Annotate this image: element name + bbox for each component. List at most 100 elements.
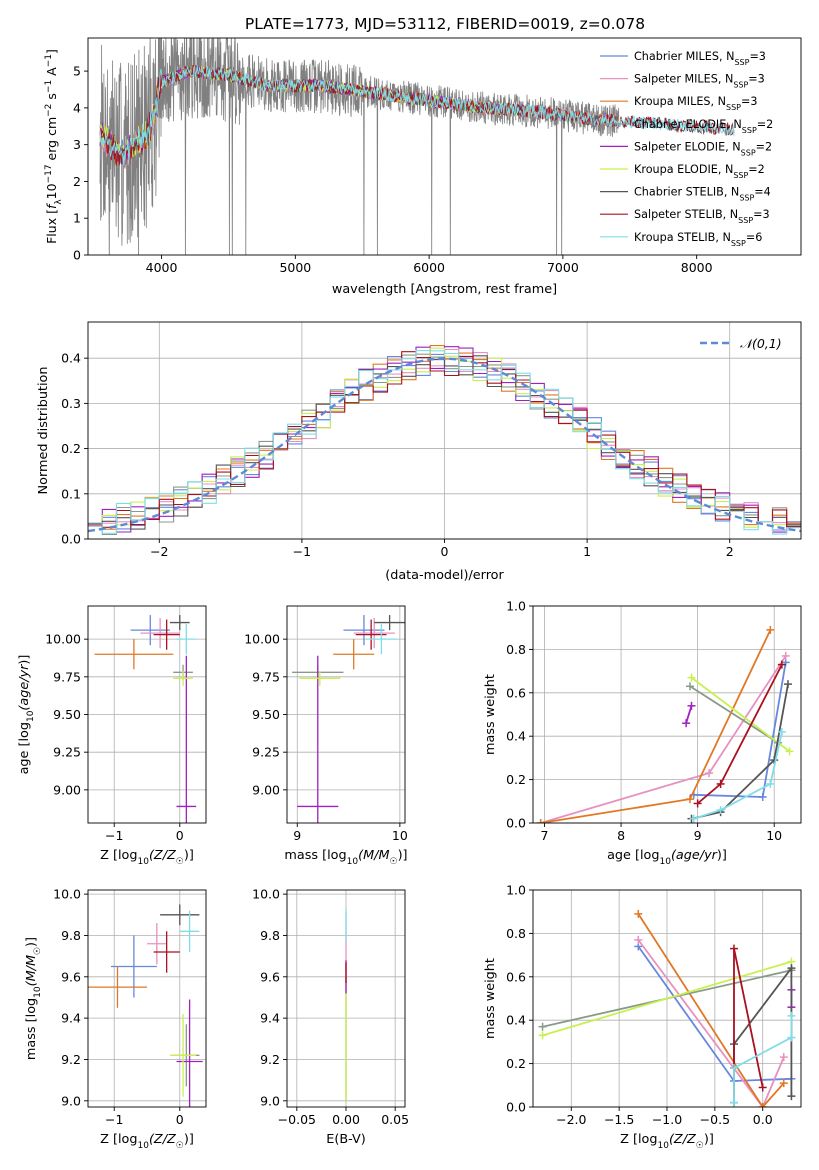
- legend-suffix: =4: [754, 186, 771, 199]
- weight-marker-salpeter_stelib: [758, 1083, 767, 1092]
- axes-mass_vs_ebv: −0.05 0.00 0.05 9.0 9.2 9.4 9.6 9.8 10.0 E(B-V): [252, 887, 409, 1147]
- label-part: 10: [44, 183, 59, 199]
- weight-line-kroupa_stelib: [733, 1015, 793, 1103]
- errorbar-chabrier_stelib: [169, 615, 190, 631]
- y-tick-label: 3: [73, 137, 81, 152]
- errorbar-salpeter_elodie: [176, 999, 203, 1107]
- weight-marker-salpeter_elodie: [687, 701, 696, 710]
- label-part: )]: [704, 1132, 714, 1147]
- weight-line-kroupa_elodie: [690, 676, 791, 753]
- weight-marker-kroupa_miles: [685, 795, 694, 804]
- y-tick-label: 0.2: [61, 441, 81, 456]
- weight-marker-kroupa_stelib: [730, 1063, 738, 1072]
- legend-label: Chabrier ELODIE, N: [634, 118, 742, 131]
- legend-label: Salpeter STELIB, N: [634, 208, 738, 221]
- x-tick-label: 2: [726, 544, 734, 559]
- y-tick-label: 10.0: [252, 887, 280, 902]
- x-tick-label: 1: [583, 544, 591, 559]
- errorbar-kroupa_stelib: [179, 910, 200, 952]
- legend-entry: Kroupa MILES, NSSP=3: [634, 95, 757, 112]
- x-tick-label: 4000: [146, 260, 178, 275]
- x-tick-label: 0: [441, 544, 449, 559]
- weight-marker-kroupa_elodie: [538, 1031, 547, 1040]
- errorbar-chabrier_miles: [130, 615, 170, 646]
- weight-marker-chabrier_stelib: [787, 964, 796, 973]
- errorbar-kroupa_stelib: [176, 624, 197, 655]
- x-tick-label: −1.0: [652, 1112, 682, 1127]
- label-part: −1: [44, 80, 54, 93]
- weight-marker-kroupa_stelib: [766, 779, 775, 788]
- y-tick-label: 9.75: [252, 669, 280, 684]
- x-axis-label: Z [log10(Z/Z☉)]: [100, 1132, 194, 1151]
- errorbar-salpeter_stelib: [153, 931, 180, 973]
- errorbar-salpeter_miles: [147, 923, 167, 965]
- axes-mass_vs_Z: −1 09.09.29.49.69.810.0Z [log10(Z/Z☉)]mas…: [24, 887, 207, 1151]
- y-tick-label: 9.75: [53, 669, 81, 684]
- axes-spine: [532, 605, 802, 824]
- x-axis-label: Z [log10(Z/Z☉)]: [620, 1132, 714, 1151]
- plot-area: [94, 615, 197, 823]
- x-tick-label: 9: [694, 828, 702, 843]
- label-part: age [log: [17, 722, 32, 774]
- label-part: 10: [659, 857, 671, 867]
- y-tick-label: 0.4: [506, 1013, 526, 1028]
- model-spectrum-kroupa_stelib: [99, 65, 735, 167]
- label-part: )]: [24, 937, 39, 947]
- y-tick-label: 9.4: [260, 1011, 280, 1026]
- label-part: )]: [184, 848, 194, 863]
- weight-line-kroupa_miles: [637, 913, 785, 1107]
- errorbar-salpeter_stelib: [153, 619, 180, 650]
- plot-area: [88, 345, 801, 536]
- figure-title: PLATE=1773, MJD=53112, FIBERID=0019, z=0…: [245, 15, 645, 33]
- label-part: ☉: [176, 857, 184, 867]
- legend-sub: SSP: [733, 80, 748, 89]
- x-tick-label: 7: [541, 828, 549, 843]
- y-tick-label: 0.0: [61, 532, 81, 547]
- grid-lines: [287, 606, 405, 823]
- label-part: mass [log: [284, 848, 346, 863]
- y-axis-label: mass [log10(M/M☉)]: [24, 937, 43, 1060]
- y-tick-label: 9.4: [61, 1011, 81, 1026]
- y-axis-label: age [log10(age/yr)]: [17, 655, 36, 775]
- x-tick-label: 5000: [279, 260, 311, 275]
- y-tick-label: 9.25: [53, 745, 81, 760]
- y-tick-label: 1: [73, 211, 81, 226]
- label-part: ]: [44, 49, 59, 54]
- label-part: (Z/Z: [669, 1132, 696, 1147]
- axes-spine: [87, 889, 207, 1108]
- weight-line-salpeter_stelib: [733, 948, 764, 1088]
- weight-marker-kroupa_stelib: [730, 1098, 738, 1107]
- y-tick-label: 0.8: [506, 926, 526, 941]
- grid-lines: [533, 605, 801, 824]
- label-part: 10: [33, 986, 43, 998]
- errorbar-kroupa_stelib: [366, 624, 397, 655]
- weight-marker-kroupa_miles: [758, 1103, 767, 1107]
- legend-suffix: =3: [749, 50, 766, 63]
- axes-residuals: −2 −1 0 1 2 0.0 0.1 0.2 0.3 0.4 𝒩(0,1) (data-model)…: [36, 321, 802, 583]
- x-axis-label: E(B-V): [326, 1132, 365, 1147]
- x-tick-label: 10: [392, 828, 408, 843]
- weight-marker-salpeter_stelib: [777, 660, 786, 669]
- weight-marker-kroupa_elodie: [687, 673, 696, 682]
- label-part: ☉: [389, 857, 397, 867]
- label-part: (age/yr: [17, 664, 32, 711]
- legend-entry: Chabrier MILES, NSSP=3: [634, 50, 766, 67]
- weight-marker-kroupa_stelib: [787, 1011, 796, 1020]
- weight-marker-kroupa_miles: [634, 909, 643, 918]
- label-part: (Z/Z: [149, 848, 176, 863]
- weight-marker-kroupa_stelib: [716, 805, 725, 814]
- axes-mass_weight_vs_Z: −2.0 −1.5 −1.0 −0.5 0.0 0.0 0.2 0.4 0.6 0.8 1.0 Z […: [483, 883, 802, 1151]
- errorbar-chabrier_stelib: [160, 904, 200, 926]
- legend-entry: Salpeter ELODIE, NSSP=2: [634, 140, 772, 157]
- y-tick-label: 2: [73, 174, 81, 189]
- weight-marker-kroupa_elodie: [785, 747, 794, 756]
- legend-label: Kroupa MILES, N: [634, 95, 726, 108]
- label-part: (Z/Z: [149, 1132, 176, 1147]
- label-part: Z [log: [100, 1132, 137, 1147]
- weight-line-salpeter_stelib: [697, 664, 783, 805]
- label-part: 10: [137, 1141, 149, 1151]
